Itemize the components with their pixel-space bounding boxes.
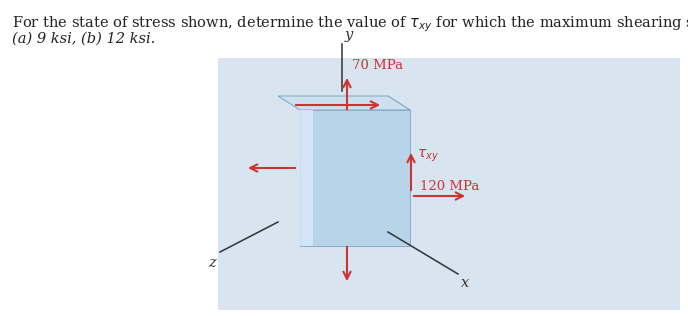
Text: (a) 9 ksi, (b) 12 ksi.: (a) 9 ksi, (b) 12 ksi. xyxy=(12,32,155,46)
Text: 70 MPa: 70 MPa xyxy=(352,59,403,72)
Text: $\tau_{xy}$: $\tau_{xy}$ xyxy=(417,148,439,164)
Text: For the state of stress shown, determine the value of $\tau_{xy}$ for which the : For the state of stress shown, determine… xyxy=(12,14,688,33)
Polygon shape xyxy=(300,110,410,246)
Text: 120 MPa: 120 MPa xyxy=(420,180,480,193)
Polygon shape xyxy=(278,96,410,110)
Polygon shape xyxy=(388,96,410,246)
Text: y: y xyxy=(345,28,353,42)
Polygon shape xyxy=(300,110,313,246)
Text: x: x xyxy=(461,276,469,290)
Text: z: z xyxy=(208,256,216,270)
Bar xyxy=(218,58,680,310)
